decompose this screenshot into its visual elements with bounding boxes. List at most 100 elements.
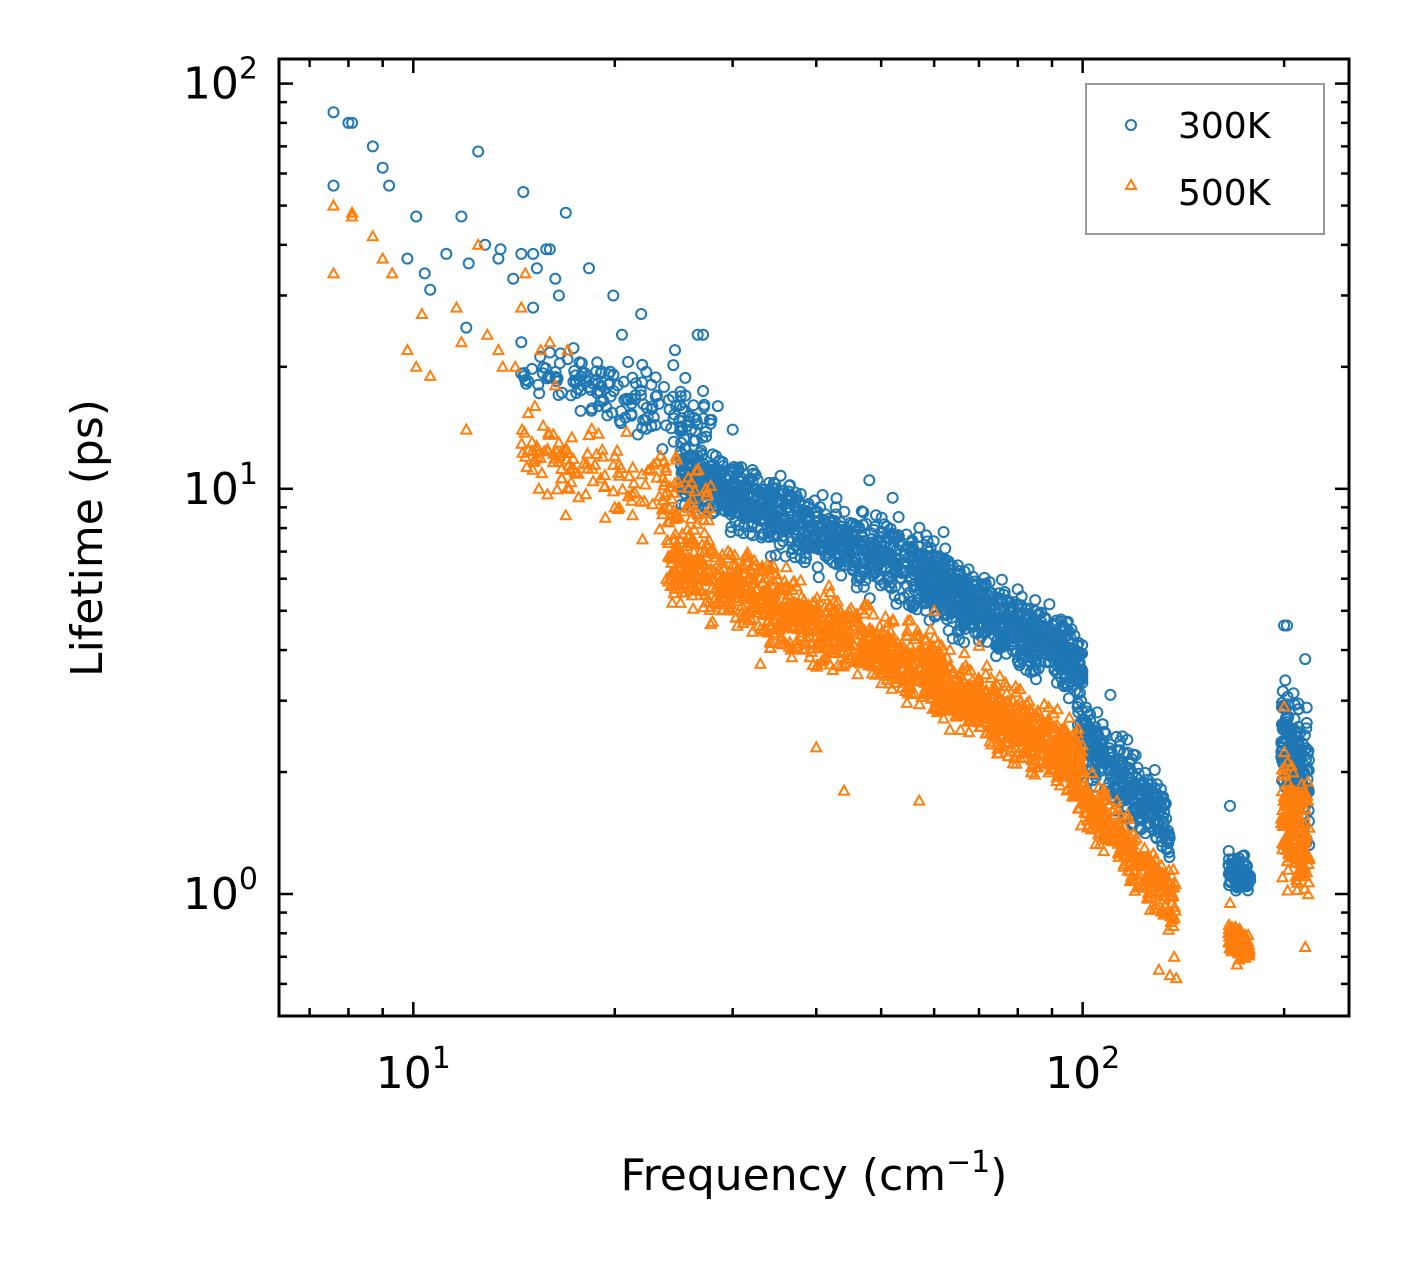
y-tick-base: 10: [183, 869, 239, 920]
point-300K: [569, 369, 582, 382]
point-300K: [884, 522, 897, 535]
point-300K: [532, 378, 545, 391]
point-300K: [679, 371, 692, 384]
point-300K: [849, 521, 862, 534]
point-300K: [776, 530, 789, 543]
point-300K: [541, 372, 554, 385]
point-300K: [726, 501, 739, 514]
point-300K: [591, 356, 604, 369]
point-300K: [870, 509, 882, 522]
point-300K: [775, 517, 788, 530]
point-300K: [607, 368, 620, 381]
x-tick-exp: 1: [432, 1041, 451, 1076]
point-300K: [574, 384, 587, 397]
point-300K: [875, 511, 888, 524]
point-300K: [586, 402, 598, 415]
point-300K: [902, 586, 915, 599]
scatter-series-layer: [326, 106, 1316, 984]
point-300K: [892, 511, 905, 523]
point-300K: [629, 377, 642, 390]
point-300K: [779, 550, 792, 563]
point-300K: [834, 559, 847, 572]
y-tick-base: 10: [183, 464, 239, 515]
point-300K: [774, 469, 787, 482]
series-300K: [327, 106, 1316, 897]
point-300K: [937, 526, 950, 538]
y-axis-label: Lifetime (ps): [62, 399, 113, 677]
y-tick-exp: 1: [239, 457, 258, 492]
point-300K: [764, 550, 777, 563]
x-tick-exp: 2: [1101, 1041, 1120, 1076]
x-tick-base: 10: [376, 1048, 432, 1099]
point-300K: [573, 356, 586, 369]
x-axis-label-main: Frequency (cm: [621, 1150, 947, 1201]
point-300K: [906, 601, 919, 614]
point-300K: [905, 563, 918, 575]
point-300K: [762, 526, 775, 539]
point-300K: [812, 571, 825, 584]
point-300K: [808, 528, 821, 541]
point-300K: [912, 540, 925, 553]
point-300K: [885, 576, 898, 589]
point-300K: [766, 506, 779, 519]
point-300K: [927, 535, 940, 548]
point-300K: [814, 501, 827, 514]
point-300K: [667, 435, 680, 448]
point-300K: [734, 499, 747, 512]
point-300K: [785, 547, 798, 560]
point-300K: [759, 506, 772, 519]
point-300K: [744, 527, 757, 540]
point-300K: [885, 582, 898, 595]
point-300K: [640, 365, 653, 378]
point-300K: [714, 487, 727, 499]
point-300K: [903, 551, 916, 564]
point-300K: [790, 493, 803, 506]
point-300K: [857, 580, 870, 593]
point-300K: [845, 536, 858, 549]
point-300K: [835, 520, 848, 533]
point-300K: [795, 510, 808, 522]
point-300K: [727, 466, 740, 479]
point-300K: [662, 393, 675, 406]
point-300K: [738, 512, 750, 525]
point-300K: [1062, 692, 1075, 705]
point-300K: [736, 488, 749, 501]
point-300K: [905, 574, 918, 587]
point-300K: [767, 476, 780, 489]
point-300K: [618, 393, 631, 406]
point-300K: [850, 574, 863, 587]
point-300K: [606, 406, 619, 419]
point-300K: [622, 356, 635, 368]
point-300K: [778, 511, 791, 524]
point-300K: [834, 541, 847, 554]
point-300K: [783, 479, 796, 492]
point-300K: [817, 543, 830, 556]
point-300K: [767, 489, 780, 502]
point-300K: [569, 374, 582, 387]
point-300K: [625, 409, 638, 422]
point-300K: [592, 384, 605, 397]
point-300K: [848, 552, 861, 565]
point-300K: [617, 375, 630, 388]
point-300K: [652, 397, 665, 410]
point-300K: [800, 541, 813, 554]
point-300K: [677, 405, 690, 418]
point-300K: [849, 524, 862, 537]
point-300K: [742, 480, 755, 493]
y-tick-exp: 2: [239, 52, 258, 87]
point-300K: [849, 560, 862, 573]
point-300K: [858, 544, 871, 557]
point-300K: [574, 404, 587, 417]
point-300K: [906, 534, 919, 547]
point-300K: [757, 484, 770, 497]
point-300K: [522, 375, 534, 388]
point-300K: [815, 526, 828, 539]
point-300K: [855, 505, 868, 518]
point-300K: [676, 465, 689, 478]
y-tick-base: 10: [183, 59, 239, 110]
point-300K: [604, 365, 617, 378]
point-300K: [762, 531, 775, 543]
point-300K: [515, 367, 528, 380]
point-300K: [794, 552, 807, 565]
point-300K: [696, 431, 709, 444]
